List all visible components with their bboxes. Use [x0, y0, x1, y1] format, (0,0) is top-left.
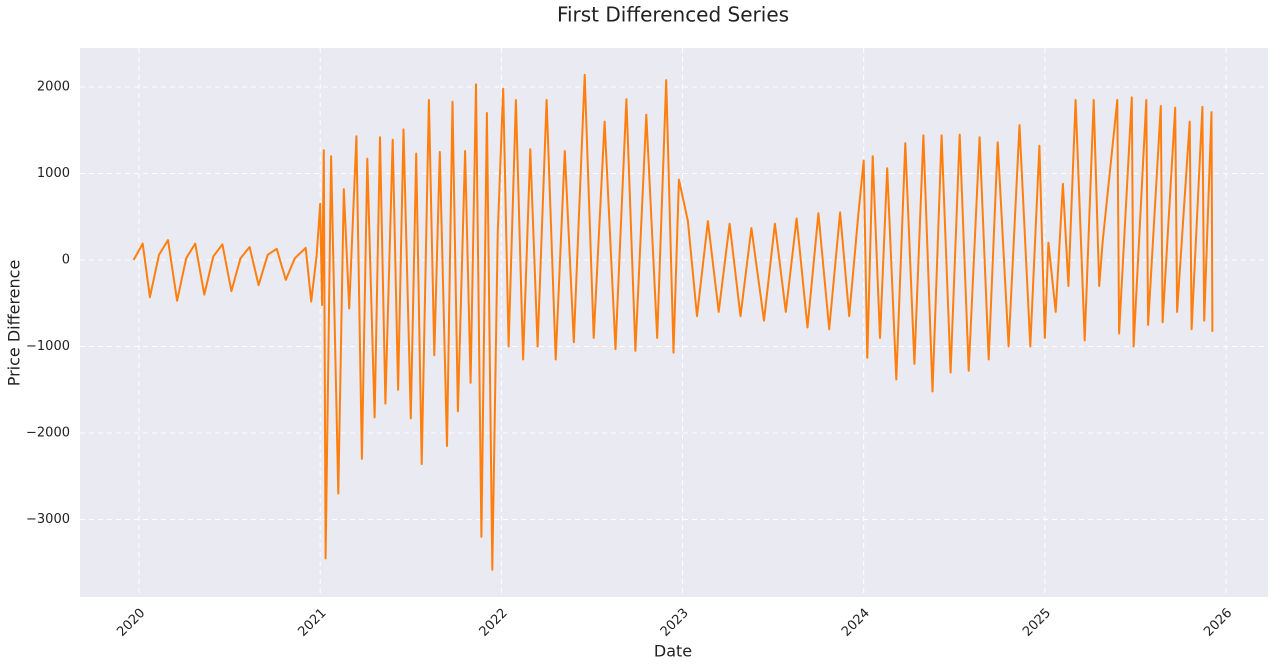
x-axis-label: Date	[654, 642, 692, 661]
y-tick-label: −3000	[26, 512, 70, 527]
x-tick-label: 2020	[114, 606, 148, 640]
x-tick-label: 2025	[1020, 606, 1054, 640]
x-tick-label: 2022	[477, 606, 511, 640]
y-tick-label: 1000	[37, 166, 70, 181]
x-tick-label: 2024	[839, 606, 873, 640]
y-axis-label: Price Difference	[5, 260, 24, 387]
x-tick-label: 2026	[1201, 606, 1235, 640]
data-line	[132, 73, 1214, 571]
y-tick-label: −2000	[26, 426, 70, 441]
x-tick-label: 2021	[296, 606, 330, 640]
y-tick-label: 0	[62, 253, 70, 268]
y-tick-label: −1000	[26, 339, 70, 354]
chart-title: First Differenced Series	[557, 3, 789, 27]
y-tick-label: 2000	[37, 80, 70, 95]
x-tick-label: 2023	[658, 606, 692, 640]
